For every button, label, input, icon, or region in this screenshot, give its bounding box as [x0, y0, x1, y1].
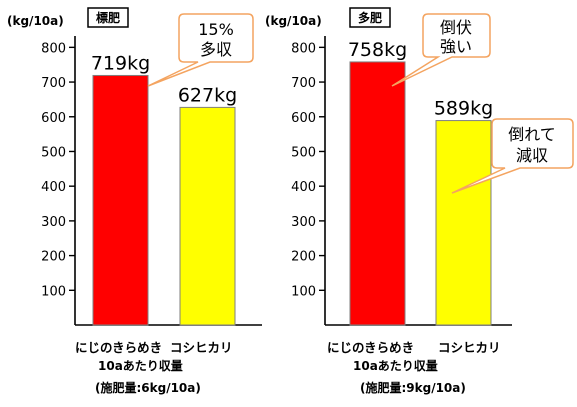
fertilizer-note-1: (施肥量:6kg/10a) [95, 380, 201, 395]
bar-1-1 [92, 74, 149, 326]
panel-title-2: 多肥 [358, 10, 382, 25]
category-label-2-1: にじのきらめき [327, 340, 414, 355]
callout-line-1-1: 15% [198, 20, 234, 39]
callout-line-3-1: 倒れて [508, 125, 556, 144]
y-tick-label-2-600: 600 [291, 111, 316, 126]
y-tick-label-2-700: 700 [291, 76, 316, 91]
callout-bubble-3 [451, 118, 574, 194]
fertilizer-note-2: (施肥量:9kg/10a) [360, 380, 466, 395]
callout-line-1-2: 多収 [200, 40, 232, 59]
bar-1-2 [179, 106, 236, 326]
data-label-2-1: 758kg [348, 39, 407, 61]
y-tick-label-1-700: 700 [41, 76, 66, 91]
bar-2-1 [349, 61, 406, 326]
y-tick-label-2-400: 400 [291, 180, 316, 195]
data-label-2-2: 589kg [434, 98, 493, 120]
y-tick-label-2-300: 300 [291, 215, 316, 230]
callout-line-2-2: 強い [440, 37, 472, 56]
callout-bubble-2 [391, 13, 491, 87]
y-tick-label-1-600: 600 [41, 111, 66, 126]
callout-line-3-2: 減収 [516, 146, 548, 165]
callout-line-2-1: 倒伏 [440, 18, 472, 37]
data-label-1-2: 627kg [178, 84, 237, 106]
panel-tag-box-1 [87, 7, 129, 28]
panel-tag-box-2 [349, 7, 391, 28]
category-label-2-2: コシヒカリ [438, 340, 501, 355]
y-tick-label-1-800: 800 [41, 41, 66, 56]
y-tick-label-1-100: 100 [41, 284, 66, 299]
category-label-1-1: にじのきらめき [75, 340, 162, 355]
y-tick-label-2-500: 500 [291, 145, 316, 160]
y-axis-unit-2: (kg/10a) [265, 14, 322, 28]
y-tick-label-1-500: 500 [41, 145, 66, 160]
x-axis-label-2: 10aあたり収量 [353, 359, 438, 373]
y-tick-label-1-300: 300 [41, 215, 66, 230]
y-axis-unit-1: (kg/10a) [7, 14, 64, 28]
x-axis-label-1: 10aあたり収量 [98, 359, 183, 373]
y-tick-label-1-400: 400 [41, 180, 66, 195]
bar-2-2 [435, 120, 492, 326]
y-tick-label-2-200: 200 [291, 250, 316, 265]
panel-title-1: 標肥 [96, 10, 120, 25]
y-tick-label-2-800: 800 [291, 41, 316, 56]
y-tick-label-1-200: 200 [41, 250, 66, 265]
callout-bubble-1 [147, 13, 254, 87]
data-label-1-1: 719kg [91, 52, 150, 74]
y-tick-label-2-100: 100 [291, 284, 316, 299]
category-label-1-2: コシヒカリ [170, 340, 233, 355]
